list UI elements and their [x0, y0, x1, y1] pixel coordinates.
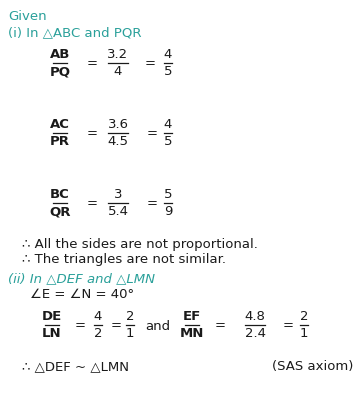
Text: 5: 5: [164, 65, 172, 78]
Text: BC: BC: [50, 188, 70, 201]
Text: 4.5: 4.5: [108, 135, 129, 148]
Text: LN: LN: [42, 327, 62, 340]
Text: 5.4: 5.4: [108, 205, 129, 218]
Text: and: and: [145, 320, 170, 333]
Text: 4: 4: [94, 310, 102, 323]
Text: 2: 2: [126, 310, 134, 323]
Text: 1: 1: [126, 327, 134, 340]
Text: ∴ All the sides are not proportional.: ∴ All the sides are not proportional.: [22, 238, 258, 251]
Text: (i) In △ABC and PQR: (i) In △ABC and PQR: [8, 26, 142, 39]
Text: =: =: [87, 197, 97, 210]
Text: =: =: [144, 57, 156, 70]
Text: (SAS axiom): (SAS axiom): [271, 360, 353, 373]
Text: 5: 5: [164, 135, 172, 148]
Text: =: =: [214, 320, 226, 333]
Text: ∠E = ∠N = 40°: ∠E = ∠N = 40°: [30, 288, 134, 301]
Text: AC: AC: [50, 118, 70, 131]
Text: PR: PR: [50, 135, 70, 148]
Text: 3.6: 3.6: [108, 118, 129, 131]
Text: DE: DE: [42, 310, 62, 323]
Text: 4: 4: [164, 118, 172, 131]
Text: PQ: PQ: [49, 65, 70, 78]
Text: 2: 2: [94, 327, 102, 340]
Text: (ii) In △DEF and △LMN: (ii) In △DEF and △LMN: [8, 272, 155, 285]
Text: =: =: [147, 127, 157, 140]
Text: EF: EF: [183, 310, 201, 323]
Text: =: =: [74, 320, 86, 333]
Text: =: =: [283, 320, 293, 333]
Text: MN: MN: [180, 327, 204, 340]
Text: Given: Given: [8, 10, 47, 23]
Text: =: =: [87, 57, 97, 70]
Text: =: =: [147, 197, 157, 210]
Text: 1: 1: [300, 327, 308, 340]
Text: 5: 5: [164, 188, 172, 201]
Text: QR: QR: [49, 205, 71, 218]
Text: 2.4: 2.4: [244, 327, 265, 340]
Text: 2: 2: [300, 310, 308, 323]
Text: 9: 9: [164, 205, 172, 218]
Text: 4: 4: [114, 65, 122, 78]
Text: 4: 4: [164, 48, 172, 61]
Text: AB: AB: [50, 48, 70, 61]
Text: ∴ The triangles are not similar.: ∴ The triangles are not similar.: [22, 253, 226, 266]
Text: =: =: [87, 127, 97, 140]
Text: 3.2: 3.2: [108, 48, 129, 61]
Text: 3: 3: [114, 188, 122, 201]
Text: ∴ △DEF ~ △LMN: ∴ △DEF ~ △LMN: [22, 360, 129, 373]
Text: 4.8: 4.8: [244, 310, 265, 323]
Text: =: =: [110, 320, 122, 333]
